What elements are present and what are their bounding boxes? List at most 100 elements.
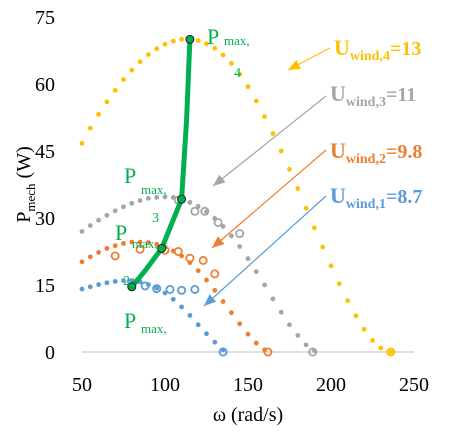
- curve-point: [146, 195, 151, 201]
- curve-point: [229, 61, 234, 66]
- curve-point: [312, 225, 317, 231]
- curve-point: [112, 87, 118, 93]
- curve-point: [270, 131, 276, 136]
- curve-point: [112, 279, 118, 284]
- curve-point: [146, 52, 151, 57]
- curve-point: [212, 339, 218, 345]
- chart-marks: [79, 34, 396, 357]
- wind-label-value: =9.8: [386, 141, 422, 163]
- curve-point: [154, 241, 160, 247]
- curve-point: [121, 204, 126, 210]
- curve-point: [212, 45, 218, 51]
- curve-point: [96, 282, 101, 287]
- pmax-label-sub: max,: [141, 321, 167, 336]
- curve-point: [245, 331, 251, 337]
- measured-point: [210, 269, 220, 279]
- curve-point: [237, 71, 243, 77]
- pmax-label-main: P: [207, 24, 219, 49]
- curve-point: [287, 166, 292, 172]
- x-tick-label: 50: [72, 374, 92, 396]
- y-axis-title-tail: (W): [13, 146, 35, 183]
- pmax-label-index: 3: [152, 211, 159, 226]
- curve-point: [353, 313, 359, 319]
- curve-point: [220, 52, 226, 58]
- curve-point: [96, 111, 101, 117]
- measured-point: [140, 281, 150, 291]
- pmax-label-index: 4: [234, 66, 241, 81]
- x-tick-label: 150: [233, 374, 263, 396]
- wind-speed-label: Uwind,2=9.8: [330, 138, 422, 167]
- wind-label-value: =13: [390, 38, 421, 60]
- pmax-label-main: P: [124, 163, 136, 188]
- curve-point: [295, 333, 301, 338]
- curve-point: [112, 243, 118, 249]
- curve-point: [121, 77, 126, 82]
- measured-point: [190, 206, 200, 216]
- y-axis-title-sub: mech: [23, 183, 38, 212]
- x-tick-label: 100: [150, 374, 180, 396]
- wind-arrow-head: [204, 294, 217, 306]
- curve-point: [104, 245, 110, 251]
- curve-point: [87, 125, 93, 131]
- y-tick-label: 30: [35, 208, 55, 230]
- wind-label-sub: wind,2: [346, 152, 386, 167]
- pmax-point: [185, 34, 195, 44]
- measured-point: [386, 347, 396, 357]
- curve-point: [204, 277, 209, 283]
- curve-point: [162, 41, 168, 47]
- curve-point: [378, 345, 384, 351]
- curve-point: [195, 268, 201, 274]
- curve-point: [361, 326, 367, 332]
- curve-point: [278, 148, 284, 154]
- curve-point: [229, 310, 234, 316]
- curve-point: [195, 38, 201, 44]
- curve-point: [370, 337, 375, 343]
- curve-point: [212, 287, 218, 293]
- curve-point: [129, 239, 135, 245]
- wind-arrow-head: [212, 236, 225, 248]
- measured-point: [165, 284, 175, 294]
- curve-point: [253, 98, 259, 104]
- x-tick-label: 250: [399, 374, 429, 396]
- curve-point: [237, 244, 243, 249]
- curve-point: [229, 233, 234, 239]
- wind-label-sub: wind,4: [350, 49, 390, 64]
- wind-label-value: =8.7: [386, 186, 422, 208]
- curve-point: [262, 282, 267, 288]
- curve-point: [154, 46, 160, 52]
- curve-point: [79, 286, 85, 292]
- curve-point: [278, 309, 284, 315]
- curve-point: [253, 340, 259, 346]
- curve-point: [179, 304, 185, 310]
- wind-speed-label: Uwind,4=13: [334, 35, 421, 64]
- y-axis-title-main: P: [13, 212, 35, 223]
- measured-point: [235, 229, 245, 239]
- pmax-label-main: P: [124, 308, 136, 333]
- measured-point: [173, 246, 183, 256]
- wind-label-sub: wind,3: [346, 95, 386, 110]
- curve-point: [112, 208, 118, 214]
- curve-point: [220, 224, 226, 229]
- axes: 50 100 150 200 250 0 15 30 45 60 75 ω (rad/s) Pmech …: [13, 7, 429, 426]
- pmax-label-sub: max,: [132, 236, 158, 251]
- measured-point: [213, 217, 223, 227]
- curve-point: [253, 269, 259, 274]
- measured-point: [190, 284, 200, 294]
- measured-point: [135, 244, 145, 254]
- curve-point: [96, 249, 101, 255]
- wind-label-main: U: [330, 183, 346, 208]
- pmax-label-sub: max,: [224, 33, 250, 48]
- curve-point: [121, 241, 126, 246]
- curve-point: [87, 254, 93, 260]
- pmax-label: P: [115, 220, 127, 245]
- curve-point: [245, 256, 251, 262]
- curve-point: [237, 321, 243, 327]
- pmax-label: P: [124, 308, 136, 333]
- wind-speed-label: Uwind,3=11: [330, 81, 416, 110]
- curve-point: [79, 229, 85, 234]
- curve-point: [303, 205, 309, 211]
- curve-point: [137, 198, 143, 203]
- wind-label-sub: wind,1: [346, 197, 386, 212]
- curve-point: [204, 331, 209, 337]
- measured-point: [263, 347, 273, 357]
